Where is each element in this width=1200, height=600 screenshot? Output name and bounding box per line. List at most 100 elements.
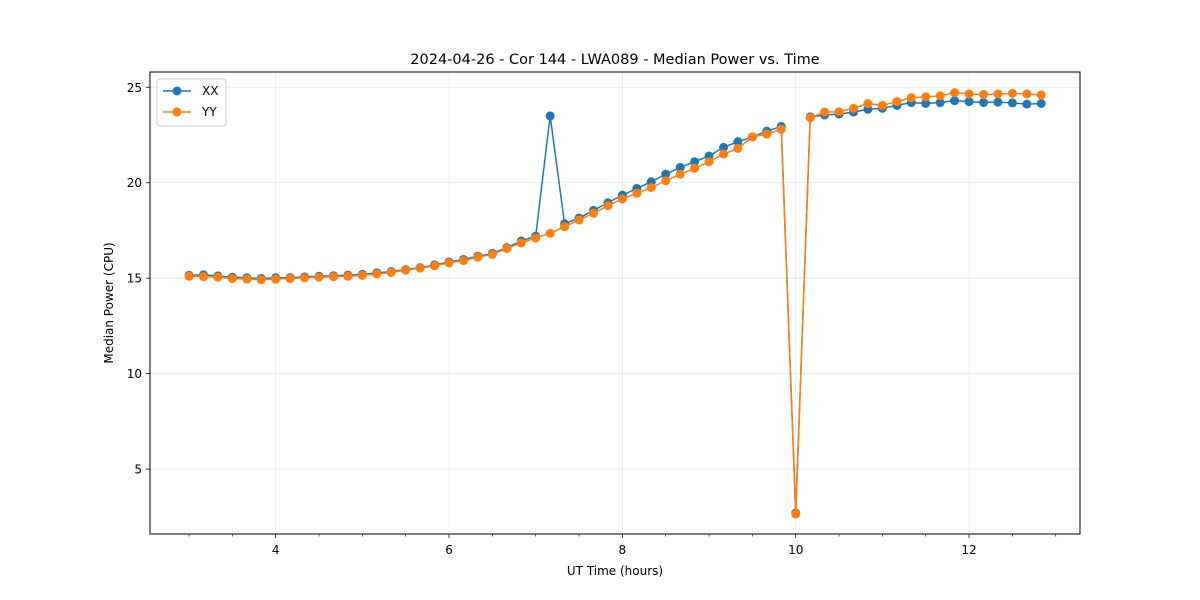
x-tick-label: 10 xyxy=(788,543,803,557)
data-point-xx xyxy=(719,142,729,152)
y-tick-label: 15 xyxy=(127,272,142,286)
data-point-yy xyxy=(791,509,801,519)
data-point-yy xyxy=(184,271,194,281)
data-point-yy xyxy=(646,183,656,192)
data-point-yy xyxy=(906,93,916,103)
data-point-yy xyxy=(531,233,541,243)
data-point-xx xyxy=(921,99,931,108)
legend-marker-xx xyxy=(172,86,182,96)
data-point-yy xyxy=(415,263,425,273)
data-point-yy xyxy=(892,97,902,107)
data-point-yy xyxy=(328,272,338,282)
y-tick-label: 10 xyxy=(127,367,142,381)
data-point-yy xyxy=(487,249,497,259)
data-point-yy xyxy=(603,201,613,211)
data-point-yy xyxy=(198,272,208,282)
data-point-yy xyxy=(993,89,1003,99)
y-axis: 5 10 15 20 25 xyxy=(127,81,150,477)
grid-lines xyxy=(150,72,1080,534)
x-axis: 4 6 8 10 12 xyxy=(188,534,1057,557)
data-point-yy xyxy=(242,274,252,284)
data-point-yy xyxy=(964,89,974,99)
data-point-yy xyxy=(459,256,468,266)
data-point-yy xyxy=(834,107,844,117)
data-point-xx xyxy=(979,98,989,108)
data-point-xx xyxy=(935,98,945,108)
data-point-yy xyxy=(805,113,815,123)
data-point-yy xyxy=(820,107,830,117)
data-point-yy xyxy=(357,270,367,280)
data-point-yy xyxy=(386,267,396,277)
data-point-yy xyxy=(1022,89,1032,99)
data-point-yy xyxy=(444,258,454,268)
data-point-yy xyxy=(343,271,353,281)
y-tick-label: 20 xyxy=(127,176,142,190)
data-point-yy xyxy=(285,274,295,284)
legend-marker-yy xyxy=(172,107,182,117)
data-point-yy xyxy=(314,272,324,282)
data-point-xx xyxy=(964,97,974,107)
x-tick-label: 8 xyxy=(619,543,627,557)
data-point-yy xyxy=(747,132,757,142)
data-point-yy xyxy=(502,244,512,254)
data-point-yy xyxy=(935,91,945,101)
x-tick-label: 12 xyxy=(961,543,976,557)
data-point-yy xyxy=(271,274,281,284)
y-axis-label: Median Power (CPU) xyxy=(102,242,116,363)
data-point-xx xyxy=(690,157,700,167)
data-point-yy xyxy=(849,103,859,113)
data-point-yy xyxy=(589,208,599,218)
data-point-yy xyxy=(921,92,931,102)
data-point-yy xyxy=(762,129,772,139)
data-point-yy xyxy=(401,265,411,275)
data-point-yy xyxy=(227,274,237,284)
data-point-yy xyxy=(213,272,223,282)
data-point-xx xyxy=(950,96,960,106)
data-point-yy xyxy=(632,188,642,198)
data-point-yy xyxy=(675,169,685,179)
x-axis-label: UT Time (hours) xyxy=(567,564,663,578)
data-point-yy xyxy=(690,163,700,173)
data-point-yy xyxy=(661,176,671,186)
y-tick-label: 5 xyxy=(134,463,142,477)
data-point-yy xyxy=(473,252,483,262)
data-point-yy xyxy=(617,194,627,204)
data-point-yy xyxy=(516,238,526,248)
series-lines xyxy=(184,88,1046,519)
data-point-xx xyxy=(1036,99,1046,108)
data-point-yy xyxy=(776,124,786,134)
data-point-yy xyxy=(950,88,960,98)
data-point-yy xyxy=(1036,90,1046,100)
chart-title: 2024-04-26 - Cor 144 - LWA089 - Median P… xyxy=(410,52,819,68)
data-point-yy xyxy=(704,157,714,167)
data-point-yy xyxy=(877,100,887,110)
data-point-yy xyxy=(1007,88,1017,98)
legend: XX YY xyxy=(156,78,227,127)
data-point-xx xyxy=(545,111,555,121)
data-point-yy xyxy=(733,143,743,153)
data-point-yy xyxy=(863,99,873,108)
data-point-yy xyxy=(574,215,584,225)
data-point-xx xyxy=(675,162,685,172)
plot-frame xyxy=(149,71,1081,535)
data-point-yy xyxy=(372,269,382,279)
series-yy xyxy=(184,88,1046,519)
x-tick-label: 6 xyxy=(445,543,453,557)
y-tick-label: 25 xyxy=(127,81,142,95)
series-line-xx xyxy=(188,99,1042,514)
legend-label-yy: YY xyxy=(201,105,217,119)
data-point-xx xyxy=(1007,98,1017,108)
data-point-xx xyxy=(733,137,743,147)
data-point-yy xyxy=(719,149,729,159)
data-point-yy xyxy=(560,222,570,232)
data-point-yy xyxy=(300,273,310,283)
legend-label-xx: XX xyxy=(202,84,218,98)
data-point-yy xyxy=(430,261,440,271)
data-point-yy xyxy=(545,228,555,238)
data-point-xx xyxy=(1022,99,1032,109)
data-point-yy xyxy=(256,275,266,285)
x-tick-label: 4 xyxy=(272,543,280,557)
data-point-xx xyxy=(993,97,1003,107)
series-xx xyxy=(184,96,1046,518)
